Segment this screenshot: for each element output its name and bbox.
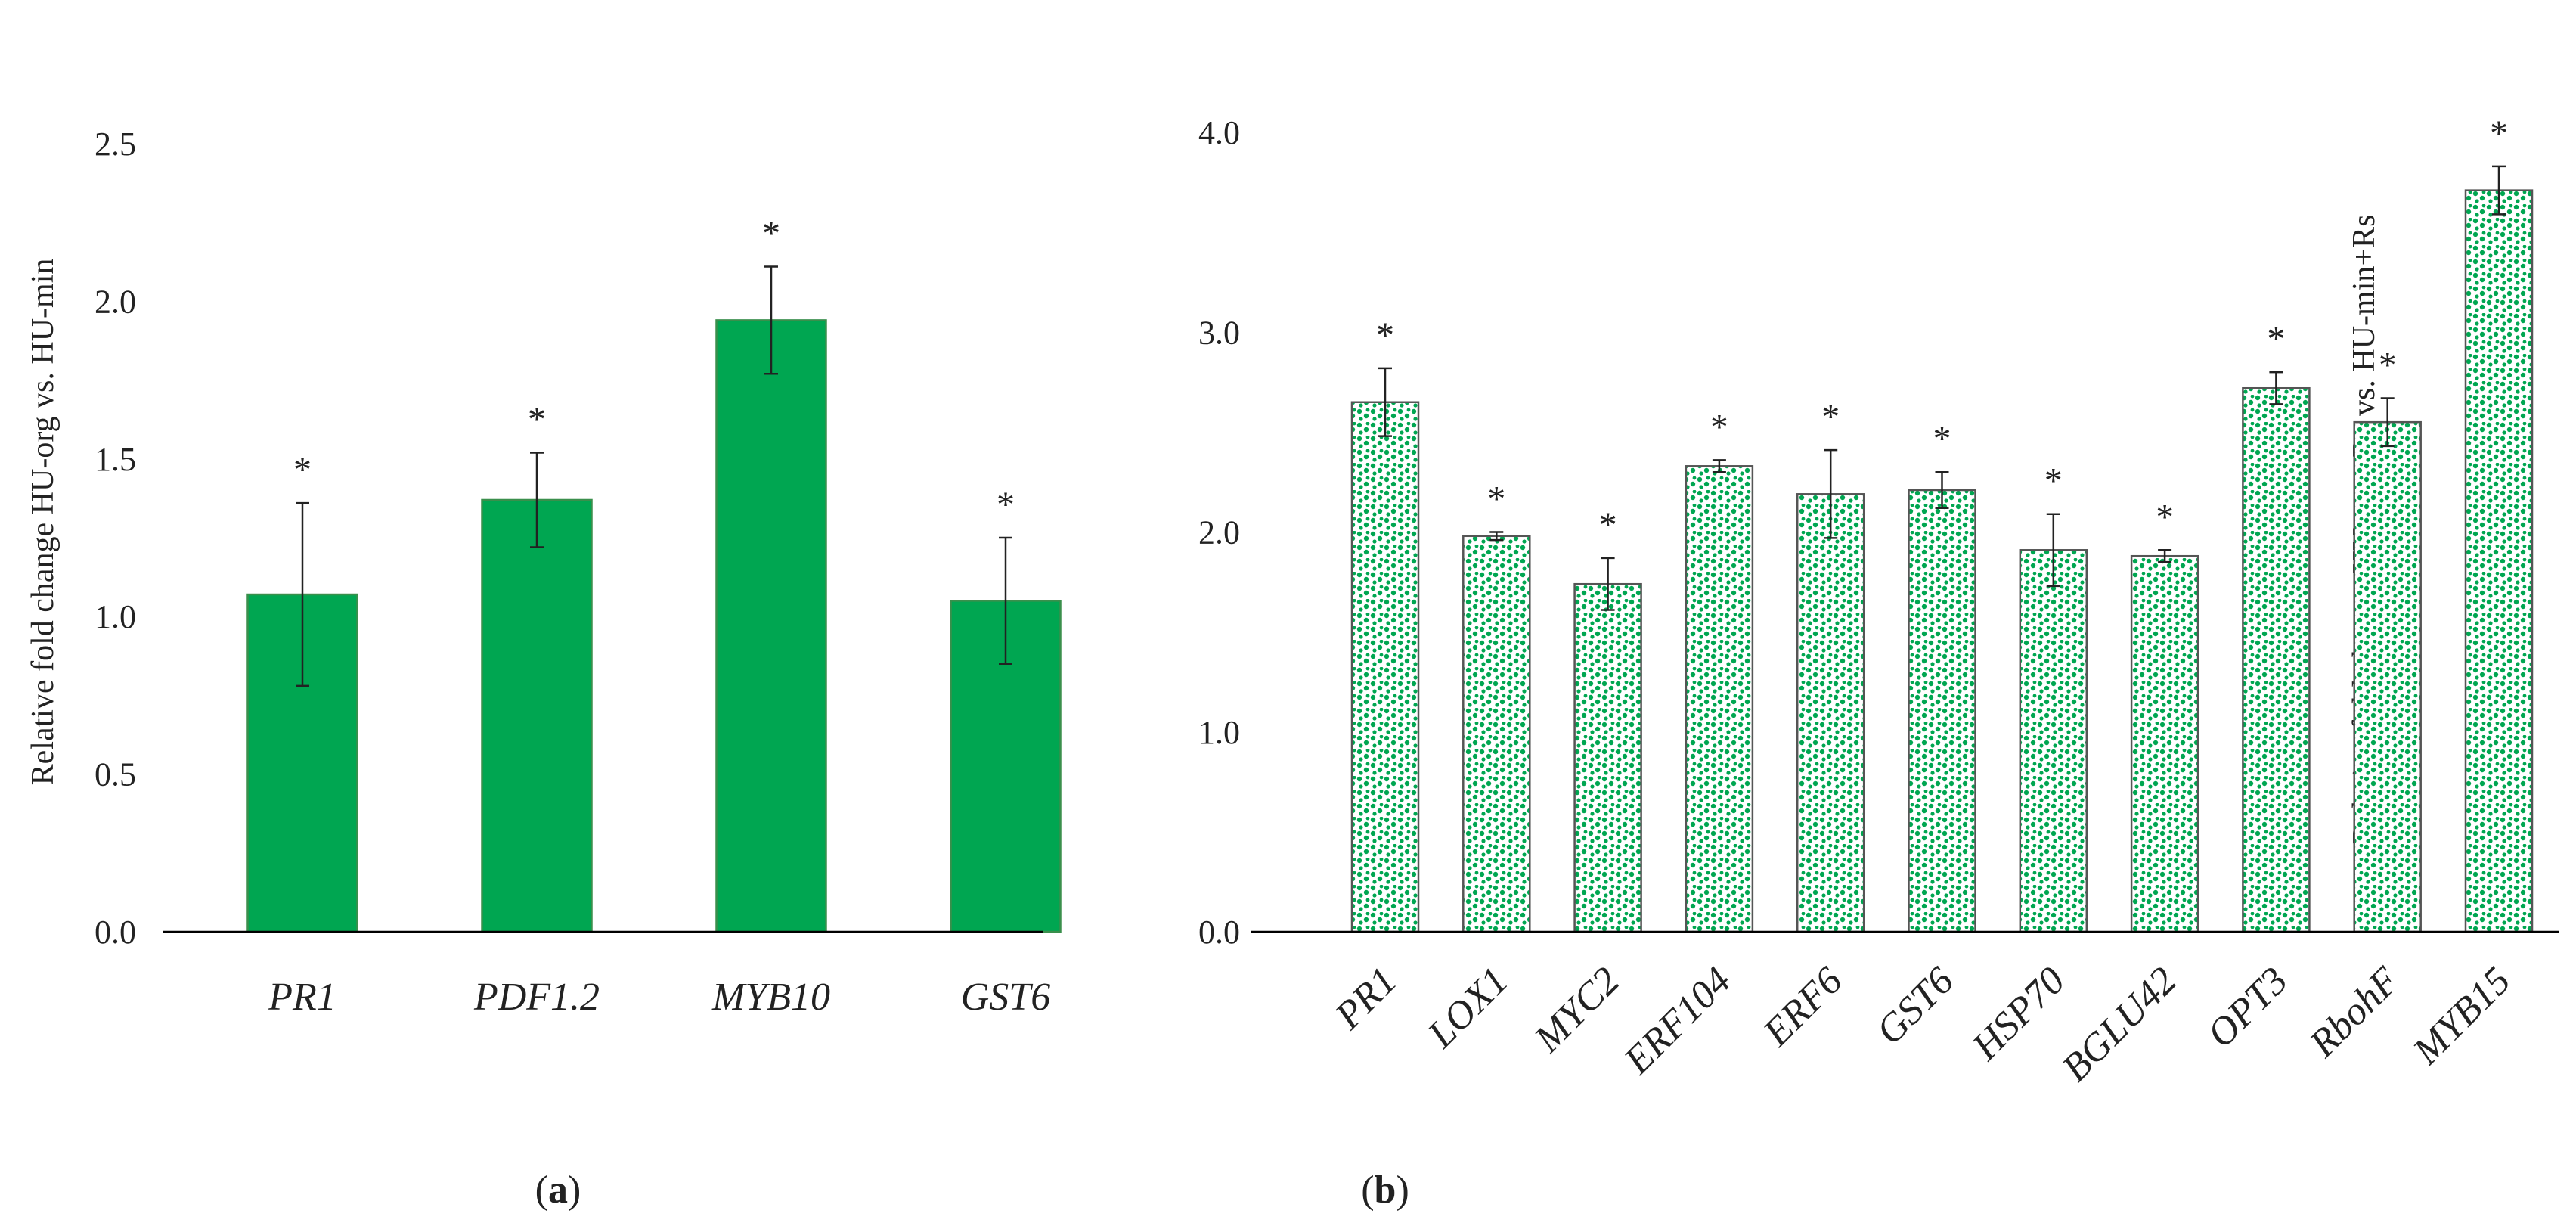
category-label: ERF6 <box>1755 959 1851 1055</box>
y-tick-label: 0.5 <box>95 756 136 793</box>
chart-panel-b: Relative fold change HU-org+Rs vs. HU-mi… <box>1198 113 2559 1212</box>
category-label: OPT3 <box>2199 959 2296 1056</box>
bar-erf6 <box>1796 493 1865 933</box>
significance-marker: * <box>293 450 312 490</box>
error-bar <box>2046 513 2060 588</box>
significance-marker: * <box>2267 319 2285 359</box>
error-bar <box>2158 549 2172 563</box>
error-bars-a <box>296 265 1012 687</box>
significance-marker: * <box>1710 407 1728 447</box>
error-bar <box>2492 165 2506 216</box>
bar-erf104 <box>1685 465 1754 933</box>
significance-marker: * <box>997 485 1015 525</box>
bars-a <box>246 319 1062 933</box>
bar-myb10 <box>715 319 827 933</box>
category-label: MYB10 <box>711 976 830 1019</box>
y-tick-label: 0.0 <box>1198 914 1240 951</box>
error-bar <box>1824 448 1838 539</box>
bar-rbohf <box>2353 420 2422 933</box>
error-bar <box>1935 470 1949 510</box>
error-bar <box>1601 557 1615 611</box>
category-labels-a: PR1 PDF1.2 MYB10 GST6 <box>268 976 1050 1019</box>
significance-marker: * <box>1487 479 1505 520</box>
bar-myc2 <box>1573 582 1642 933</box>
bar-gst6 <box>1908 489 1976 933</box>
category-label: RbohF <box>2301 958 2408 1066</box>
significance-markers-b: * * * * * * * * * * * <box>1376 113 2508 545</box>
bar-pdf12 <box>481 498 593 933</box>
significance-marker: * <box>2490 113 2508 154</box>
category-label: PR1 <box>268 976 336 1019</box>
bar-bglu42 <box>2130 554 2199 933</box>
significance-marker: * <box>762 214 780 254</box>
y-tick-label: 1.5 <box>95 441 136 478</box>
bar-opt3 <box>2242 386 2311 933</box>
significance-marker: * <box>1376 315 1394 355</box>
significance-markers-a: * * * * <box>293 214 1015 525</box>
significance-marker: * <box>2379 345 2397 385</box>
error-bar <box>999 536 1012 665</box>
category-label: GST6 <box>961 976 1050 1019</box>
significance-marker: * <box>1933 419 1951 459</box>
y-tick-label: 2.0 <box>1198 514 1240 551</box>
error-bar <box>296 501 309 687</box>
y-axis-ticks-a: 0.0 0.5 1.0 1.5 2.0 2.5 <box>95 126 136 951</box>
significance-marker: * <box>2044 461 2063 501</box>
error-bars-b <box>1378 165 2506 611</box>
y-tick-label: 2.0 <box>95 283 136 320</box>
bars-b <box>1350 189 2534 933</box>
panel-caption-a: (a) <box>535 1168 581 1212</box>
error-bar <box>530 452 544 548</box>
category-label: PR1 <box>1326 959 1405 1038</box>
y-tick-label: 2.5 <box>95 126 136 163</box>
category-label: MYB15 <box>2404 959 2519 1073</box>
error-bar <box>1712 459 1726 473</box>
y-tick-label: 1.0 <box>95 598 136 635</box>
category-label: MYC2 <box>1526 959 1628 1061</box>
y-axis-label-a: Relative fold change HU-org vs. HU-min <box>26 259 60 786</box>
error-bar <box>1378 367 1392 437</box>
category-label: ERF104 <box>1616 959 1740 1083</box>
panel-caption-b: (b) <box>1361 1168 1409 1212</box>
category-label: PDF1.2 <box>473 976 600 1019</box>
error-bar <box>1489 531 1504 542</box>
significance-marker: * <box>528 399 546 439</box>
bar-pr1 <box>1350 401 1420 933</box>
y-tick-label: 3.0 <box>1198 314 1240 351</box>
chart-panel-a: Relative fold change HU-org vs. HU-min 0… <box>26 126 1062 1212</box>
y-axis-ticks-b: 0.0 1.0 2.0 3.0 4.0 <box>1198 114 1240 951</box>
y-tick-label: 0.0 <box>95 914 136 951</box>
category-label: GST6 <box>1868 959 1962 1053</box>
significance-marker: * <box>1821 397 1840 437</box>
category-label: BGLU42 <box>2054 959 2184 1090</box>
y-axis-title-a: Relative fold change HU-org vs. HU-min <box>26 259 60 786</box>
bar-hsp70 <box>2019 549 2088 933</box>
category-label: HSP70 <box>1964 959 2073 1069</box>
category-label: LOX1 <box>1419 959 1517 1057</box>
y-tick-label: 4.0 <box>1198 114 1240 151</box>
bar-lox1 <box>1462 535 1531 933</box>
error-bar <box>2380 397 2395 448</box>
significance-marker: * <box>2156 497 2174 537</box>
error-bar <box>2269 371 2283 405</box>
y-tick-label: 1.0 <box>1198 714 1240 751</box>
error-bar <box>764 265 778 375</box>
bar-myb15 <box>2464 189 2534 933</box>
significance-marker: * <box>1599 505 1617 545</box>
